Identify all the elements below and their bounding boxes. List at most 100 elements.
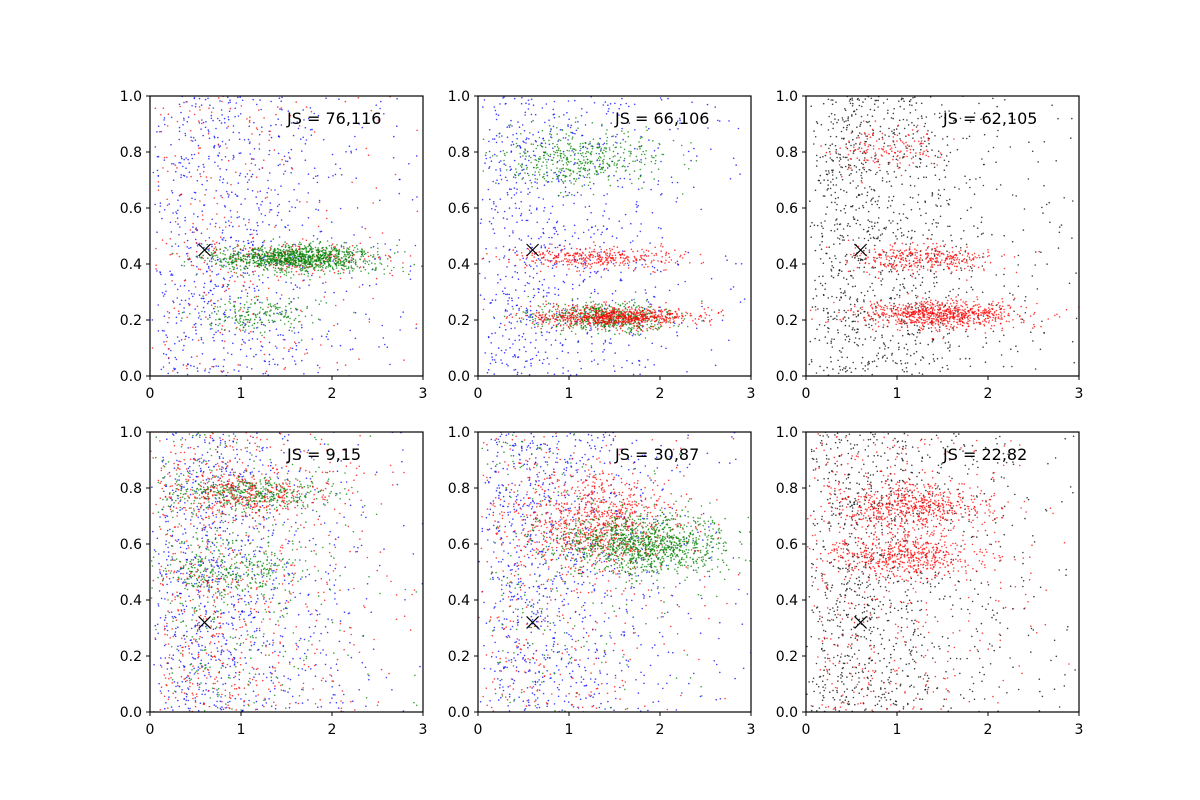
data-point [551,205,554,208]
data-point [532,260,535,263]
data-point [691,101,693,103]
data-point [515,132,518,135]
data-point [524,266,526,269]
data-point [253,229,255,231]
data-point [305,139,308,141]
data-point [550,129,552,131]
data-point [593,304,596,306]
data-point [252,330,255,333]
data-point [500,160,502,162]
data-point [528,374,531,376]
data-point [217,324,219,327]
data-point [597,253,599,256]
data-point [250,252,253,255]
data-point [241,343,243,346]
data-point [277,306,279,309]
data-point [501,135,503,137]
data-point [247,314,250,316]
data-point [174,356,176,359]
data-point [236,211,239,213]
data-point [661,255,663,258]
data-point [512,134,514,136]
data-point [605,267,608,270]
data-point [254,251,257,254]
data-point [545,103,548,105]
data-point [358,286,361,288]
data-point [621,130,623,132]
data-point [273,249,276,252]
data-point [306,256,309,258]
data-point [283,258,286,260]
data-point [544,151,547,153]
data-point [586,331,589,334]
data-point [511,215,514,217]
data-point [221,325,224,327]
data-point [690,142,692,144]
data-point [157,125,160,128]
data-point [293,332,296,334]
data-point [200,175,202,178]
data-point [260,345,263,347]
data-point [679,122,681,124]
data-point [556,167,558,169]
data-point [280,269,283,272]
data-point [517,297,520,299]
data-point [548,124,551,127]
data-point [681,312,683,315]
data-point [535,259,538,262]
data-point [584,259,586,262]
data-point [701,320,703,322]
data-point [205,294,207,296]
data-point [583,278,586,281]
data-point [280,294,283,296]
data-point [681,257,684,259]
data-point [298,245,301,248]
data-point [245,261,248,264]
data-point [735,262,737,265]
data-point [248,221,250,224]
data-point [638,160,641,163]
data-point [589,254,592,256]
data-point [566,324,568,326]
data-point [495,169,497,171]
data-point [565,310,568,313]
data-point [238,174,241,177]
data-point [194,198,196,201]
data-point [669,128,671,131]
data-point [200,318,202,321]
data-point [658,142,660,145]
data-point [514,356,517,358]
data-point [323,273,326,275]
data-point [608,247,611,250]
data-point [598,251,600,254]
data-point [490,301,493,304]
data-point [573,314,575,317]
data-point [609,326,611,328]
data-point [334,263,336,265]
data-point [151,347,154,349]
data-point [538,359,541,362]
data-point [552,257,555,260]
data-point [175,316,178,319]
data-point [564,239,567,242]
data-point [564,309,566,312]
data-point [618,159,621,161]
data-point [375,266,377,269]
data-point [651,265,654,268]
data-point [602,104,605,106]
data-point [528,282,530,285]
data-point [567,194,569,197]
data-point [575,373,578,376]
data-point [235,260,238,263]
data-point [270,240,272,242]
data-point [532,296,535,299]
data-point [292,257,295,260]
data-point [570,154,572,157]
data-point [237,96,239,99]
data-point [510,119,512,122]
data-point [600,156,602,159]
data-point [268,153,270,156]
data-point [599,137,601,140]
data-point [525,164,528,167]
data-point [608,108,610,110]
